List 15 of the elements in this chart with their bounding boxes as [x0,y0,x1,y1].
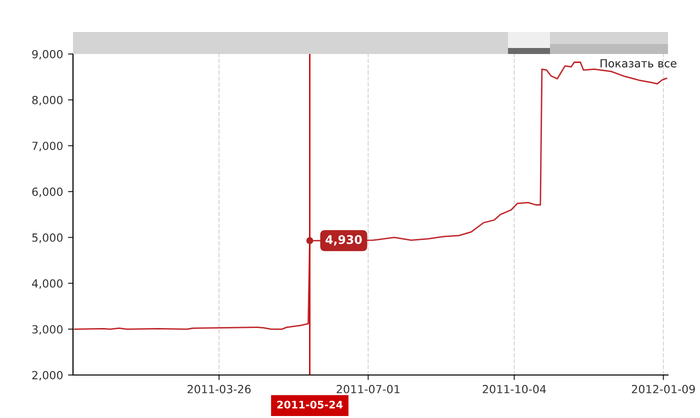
y-tick-label: 2,000 [32,370,63,381]
x-tick-label: 2011-03-26 [188,384,251,394]
x-tick-label: 2011-07-01 [336,384,400,394]
y-tick-label: 7,000 [32,142,63,152]
x-tick-label: 2012-01-09 [632,384,695,394]
y-tick-label: 3,000 [32,325,63,335]
y-tick-label: 4,000 [32,279,63,289]
y-tick-label: 9,000 [32,50,63,60]
y-tick-label: 5,000 [32,233,63,243]
x-tick-label: 2011-10-04 [482,384,546,394]
annotation: 4,930 [326,235,362,246]
ref-line-label: 2011-05-24 [277,400,343,409]
y-tick-label: 6,000 [32,188,63,198]
annotation: Показать все [600,59,676,68]
y-tick-label: 8,000 [32,96,63,106]
